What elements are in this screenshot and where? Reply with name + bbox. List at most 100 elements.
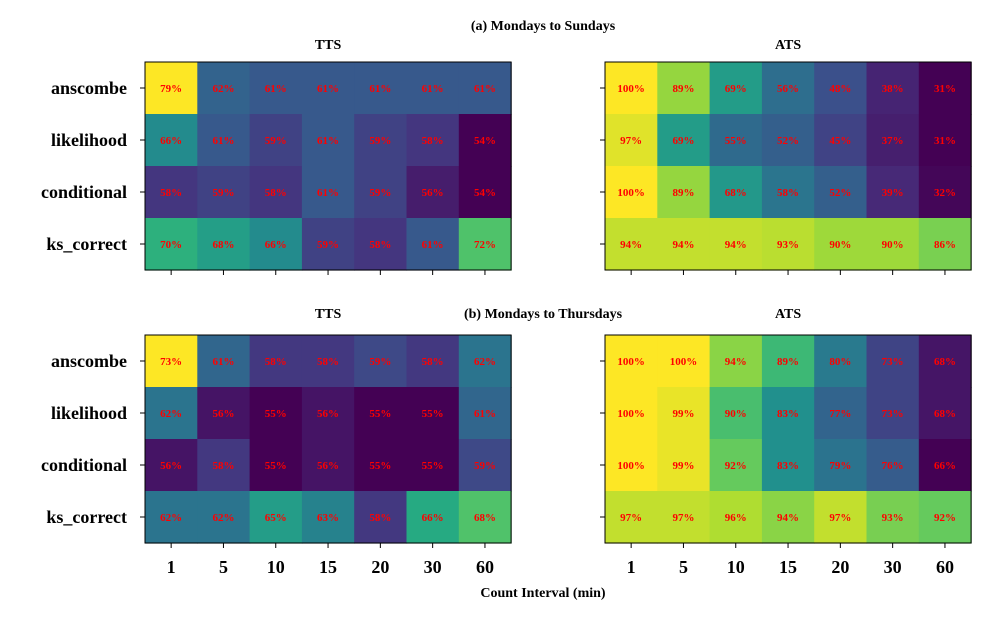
cell-value-label: 90% (725, 408, 747, 420)
cell-value-label: 69% (725, 83, 747, 95)
cell-value-label: 58% (777, 187, 799, 199)
cell-value-label: 59% (212, 187, 234, 199)
cell-value-label: 56% (212, 408, 234, 420)
cell-value-label: 61% (422, 83, 444, 95)
heatmap-cell (761, 62, 815, 115)
cell-value-label: 39% (882, 187, 904, 199)
cell-value-label: 76% (882, 460, 904, 472)
cell-value-label: 66% (265, 239, 287, 251)
row-label: anscombe (51, 78, 127, 98)
cell-value-label: 62% (212, 83, 234, 95)
heatmap-cell (918, 491, 972, 544)
heatmap-cell (406, 335, 460, 388)
heatmap-cell (709, 491, 763, 544)
heatmap-cell (145, 439, 198, 492)
heatmap-cell (301, 62, 355, 115)
cell-value-label: 55% (369, 460, 391, 472)
row-label: conditional (41, 182, 127, 202)
heatmap-cell (866, 166, 920, 219)
heatmap-cell (354, 439, 408, 492)
cell-value-label: 56% (317, 408, 339, 420)
cell-value-label: 52% (829, 187, 851, 199)
heatmap-cell (866, 62, 920, 115)
heatmap-cell (249, 439, 303, 492)
heatmap-cell (761, 335, 815, 388)
heatmap-cell (761, 218, 815, 271)
cell-value-label: 94% (777, 512, 799, 524)
cell-value-label: 61% (265, 83, 287, 95)
heatmap-cell (814, 218, 868, 271)
cell-value-label: 100% (670, 356, 698, 368)
heatmap-cell (249, 335, 303, 388)
cell-value-label: 83% (777, 408, 799, 420)
column-label: 60 (476, 557, 494, 577)
heatmap-cell (761, 491, 815, 544)
cell-value-label: 59% (317, 239, 339, 251)
heatmap-cell (406, 439, 460, 492)
column-label: 10 (267, 557, 285, 577)
cell-value-label: 100% (617, 83, 645, 95)
cell-value-label: 31% (934, 83, 956, 95)
cell-value-label: 61% (212, 356, 234, 368)
cell-value-label: 80% (829, 356, 851, 368)
heatmap-cell (866, 491, 920, 544)
cell-value-label: 61% (474, 83, 496, 95)
cell-value-label: 56% (777, 83, 799, 95)
heatmap-title: ATS (775, 38, 801, 53)
heatmap-cell (657, 62, 711, 115)
heatmap-cell (354, 218, 408, 271)
heatmap-cell (605, 62, 658, 115)
cell-value-label: 86% (934, 239, 956, 251)
heatmap-cell (918, 62, 972, 115)
heatmap-cell (866, 439, 920, 492)
heatmap-cell (197, 439, 251, 492)
heatmap-cell (197, 218, 251, 271)
column-label: 20 (371, 557, 389, 577)
cell-value-label: 58% (265, 187, 287, 199)
cell-value-label: 58% (369, 239, 391, 251)
cell-value-label: 69% (672, 135, 694, 147)
cell-value-label: 55% (265, 460, 287, 472)
heatmap-cell (197, 335, 251, 388)
cell-value-label: 58% (265, 356, 287, 368)
heatmap-cell (145, 166, 198, 219)
cell-value-label: 56% (422, 187, 444, 199)
column-label: 10 (727, 557, 745, 577)
heatmap-cell (866, 335, 920, 388)
heatmap-cell (406, 387, 460, 440)
heatmap-cell (761, 114, 815, 167)
cell-value-label: 68% (934, 408, 956, 420)
row-label: likelihood (51, 403, 127, 423)
heatmap-cell (301, 114, 355, 167)
cell-value-label: 73% (160, 356, 182, 368)
heatmap-cell (354, 387, 408, 440)
heatmap-cell (458, 491, 512, 544)
cell-value-label: 55% (422, 460, 444, 472)
heatmap-cell (301, 218, 355, 271)
heatmap-cell (301, 491, 355, 544)
heatmap-cell (145, 218, 198, 271)
column-label: 60 (936, 557, 954, 577)
cell-value-label: 56% (160, 460, 182, 472)
cell-value-label: 61% (212, 135, 234, 147)
column-label: 5 (219, 557, 228, 577)
cell-value-label: 61% (369, 83, 391, 95)
heatmap-cell (301, 439, 355, 492)
heatmap-cell (814, 114, 868, 167)
cell-value-label: 62% (212, 512, 234, 524)
cell-value-label: 79% (829, 460, 851, 472)
heatmap-cell (709, 114, 763, 167)
cell-value-label: 94% (725, 356, 747, 368)
cell-value-label: 99% (672, 460, 694, 472)
heatmap-cell (406, 166, 460, 219)
cell-value-label: 70% (160, 239, 182, 251)
heatmap-cell (657, 166, 711, 219)
x-axis-label: Count Interval (min) (480, 586, 606, 601)
heatmap-cell (709, 387, 763, 440)
heatmap-cell (657, 335, 711, 388)
cell-value-label: 94% (672, 239, 694, 251)
heatmap-cell (458, 114, 512, 167)
heatmap-cell (354, 62, 408, 115)
heatmap-cell (918, 166, 972, 219)
heatmap-cell (657, 218, 711, 271)
